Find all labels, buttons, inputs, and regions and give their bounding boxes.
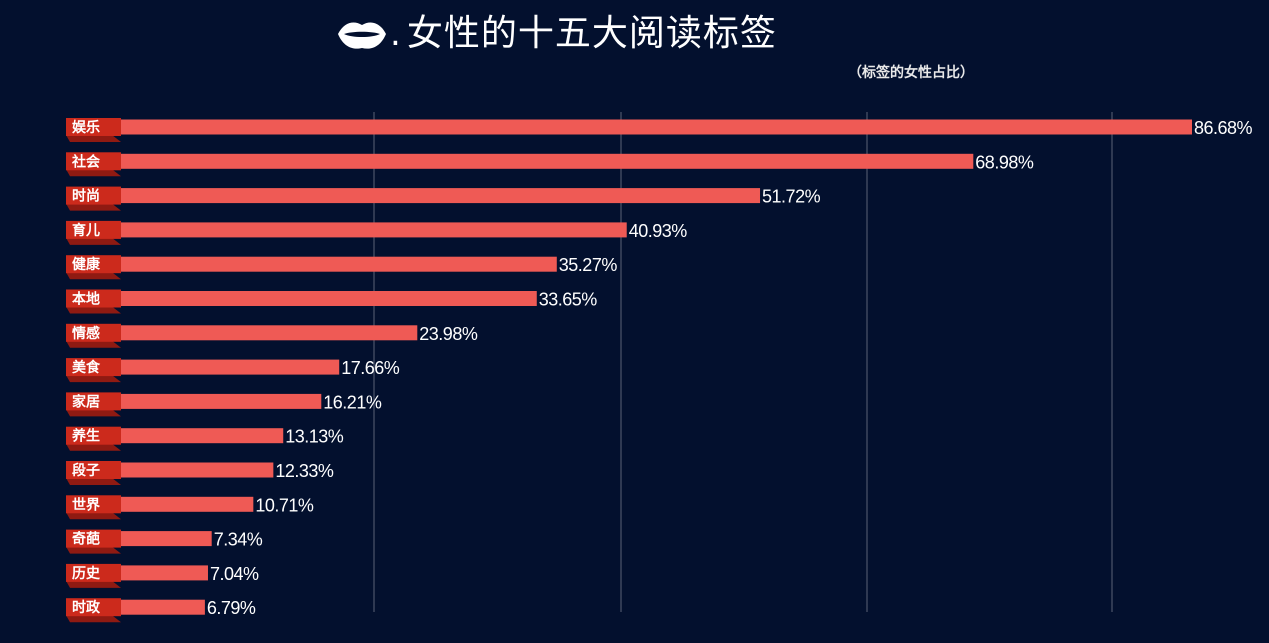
value-label: 86.68% <box>1194 118 1253 138</box>
bar <box>121 393 322 409</box>
value-label: 40.93% <box>629 221 688 241</box>
category-tag <box>66 598 121 617</box>
category-tag-fold <box>66 340 121 348</box>
value-label: 6.79% <box>207 598 256 618</box>
category-tag <box>66 392 121 411</box>
category-tag <box>66 358 121 377</box>
category-tag <box>66 461 121 479</box>
bar <box>121 325 418 341</box>
chart-title: 女性的十五大阅读标签 <box>406 13 777 54</box>
title-separator: . <box>390 14 401 54</box>
category-tag <box>66 529 121 548</box>
category-label: 本地 <box>72 291 100 308</box>
category-tag <box>66 426 121 445</box>
value-label: 17.66% <box>341 358 400 378</box>
category-tag-fold <box>66 443 121 451</box>
bar <box>121 188 761 204</box>
value-labels: 86.68% 68.98% 51.72% 40.93% 35.27% 33.65% 23.9… <box>207 118 1253 618</box>
category-tag-fold <box>66 478 121 485</box>
category-tag-fold <box>66 409 121 417</box>
value-label: 16.21% <box>323 392 382 412</box>
category-tag-fold <box>66 580 121 588</box>
category-label: 家居 <box>72 393 100 410</box>
value-label: 68.98% <box>975 152 1034 172</box>
category-label: 健康 <box>72 256 101 273</box>
category-tag <box>66 563 121 582</box>
bar <box>121 291 537 306</box>
category-tag-fold <box>66 272 121 280</box>
category-tag <box>66 152 121 171</box>
value-label: 12.33% <box>275 461 334 481</box>
bar <box>121 531 212 547</box>
lips-icon <box>338 22 386 49</box>
value-label: 35.27% <box>559 255 618 275</box>
category-label: 时政 <box>72 599 101 616</box>
category-tag-fold <box>66 615 121 623</box>
category-tag-fold <box>66 135 121 142</box>
category-label: 育儿 <box>72 222 100 239</box>
category-tag <box>66 186 121 205</box>
bar <box>121 462 274 478</box>
value-label: 51.72% <box>762 187 821 207</box>
category-label: 世界 <box>72 496 101 513</box>
category-label: 奇葩 <box>72 531 100 548</box>
category-tag-fold <box>66 512 121 520</box>
bar <box>121 119 1192 135</box>
bar <box>121 222 627 238</box>
bar <box>121 153 974 169</box>
category-tag-fold <box>66 546 121 554</box>
chart-subtitle: （标签的女性占比） <box>848 65 974 81</box>
bar <box>121 565 208 581</box>
bar <box>121 359 340 375</box>
category-label: 社会 <box>71 153 101 170</box>
value-label: 7.04% <box>210 564 259 584</box>
category-label: 段子 <box>72 462 100 479</box>
category-tag <box>66 495 121 514</box>
category-label: 美食 <box>72 359 101 376</box>
category-tag-fold <box>66 375 121 383</box>
bar <box>121 256 557 272</box>
category-tag <box>66 323 121 342</box>
bar <box>121 428 284 444</box>
category-tag-fold <box>66 203 121 211</box>
category-label: 历史 <box>72 566 101 582</box>
value-label: 7.34% <box>214 530 263 550</box>
category-tag <box>66 289 121 308</box>
value-label: 10.71% <box>255 495 314 515</box>
value-label: 33.65% <box>539 290 598 310</box>
category-label: 养生 <box>71 428 100 445</box>
category-tag-fold <box>66 237 121 245</box>
chart-title-group: . 女性的十五大阅读标签 <box>336 8 777 60</box>
category-label: 情感 <box>72 325 100 342</box>
category-tag <box>66 255 121 274</box>
category-label: 娱乐 <box>72 119 100 136</box>
value-label: 23.98% <box>419 324 478 344</box>
category-tag <box>66 220 121 239</box>
bar <box>121 496 254 512</box>
category-label: 时尚 <box>72 188 100 205</box>
category-tag <box>66 118 121 136</box>
category-tag-fold <box>66 306 121 314</box>
bar <box>121 599 205 615</box>
grid-lines <box>373 112 1113 612</box>
category-tag-fold <box>66 169 121 177</box>
bars <box>121 119 1192 615</box>
value-label: 13.13% <box>285 427 344 447</box>
